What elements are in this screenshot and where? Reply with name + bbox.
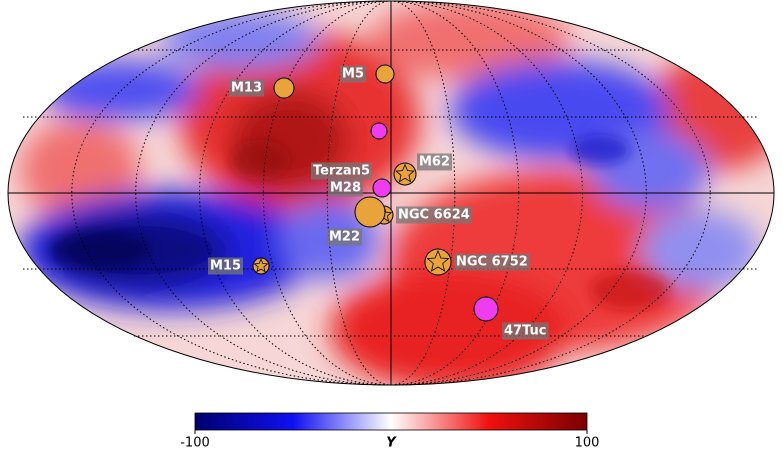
source-marker — [372, 178, 392, 198]
source-label: M28 — [330, 181, 361, 196]
source-label: M13 — [231, 81, 262, 96]
colorbar-tick-label: -100 — [180, 436, 210, 450]
source-label: M15 — [210, 259, 241, 274]
colorbar — [194, 412, 588, 431]
label-box — [396, 206, 472, 224]
source-marker — [370, 122, 388, 140]
source-label: 47Tuc — [504, 324, 547, 339]
source-label: NGC 6624 — [398, 208, 470, 223]
source-star — [426, 249, 450, 272]
label-box — [417, 153, 453, 171]
source-label: Terzan5 — [313, 164, 370, 179]
source-label: NGC 6752 — [456, 255, 528, 270]
source-marker — [473, 296, 499, 322]
label-box — [502, 322, 549, 340]
source-star — [395, 163, 415, 183]
colorbar-tick-label: 100 — [575, 436, 600, 450]
label-box — [228, 79, 264, 97]
source-label: M62 — [419, 155, 450, 170]
label-box — [327, 179, 363, 197]
source-star — [253, 258, 269, 273]
sky-outline — [7, 0, 775, 386]
colorbar-label: Y — [386, 436, 397, 450]
label-box — [454, 253, 530, 271]
label-box — [207, 257, 243, 275]
source-marker — [354, 196, 386, 228]
source-label: M5 — [342, 67, 364, 82]
source-marker — [375, 64, 395, 84]
label-box — [326, 228, 362, 246]
label-box — [340, 65, 366, 83]
source-label: M22 — [329, 230, 360, 245]
label-box — [310, 162, 372, 180]
source-marker — [273, 77, 295, 99]
graticule-axes — [8, 1, 774, 385]
